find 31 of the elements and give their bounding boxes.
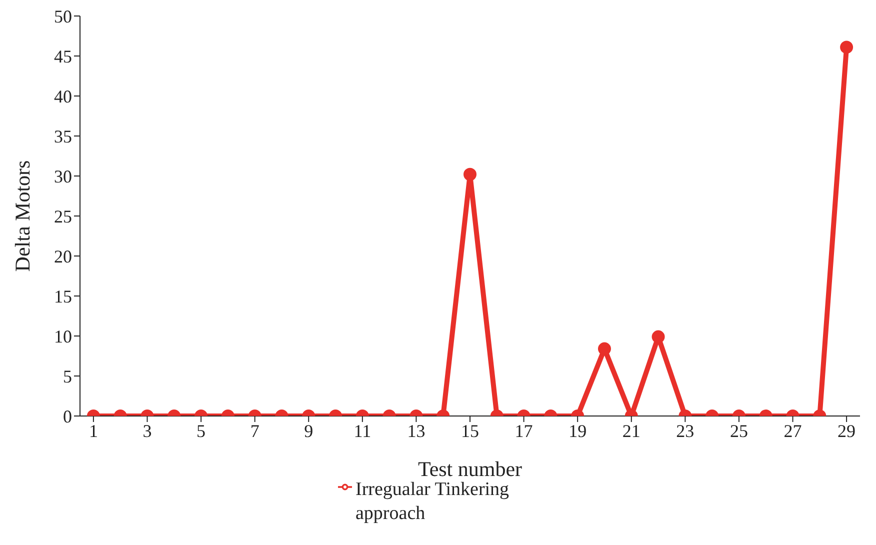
x-axis-title: Test number: [418, 457, 522, 481]
x-tick-label: 25: [730, 420, 748, 441]
y-tick-label: 20: [54, 246, 72, 266]
point: [464, 168, 476, 181]
y-tick-label: 10: [54, 326, 72, 346]
y-tick-label: 35: [54, 126, 72, 146]
x-tick-label: 1: [88, 420, 98, 441]
x-tick-label: 13: [407, 420, 426, 441]
x-tick-label: 17: [514, 420, 533, 441]
x-tick-label: 3: [142, 420, 152, 441]
y-tick-label: 40: [54, 86, 72, 106]
y-tick-label: 0: [63, 406, 72, 426]
x-tick-label: 5: [196, 420, 206, 441]
x-tick-label: 15: [461, 420, 479, 441]
y-tick-label: 30: [54, 166, 72, 186]
x-tick-label: 23: [676, 420, 694, 441]
y-tick-label: 5: [63, 366, 72, 386]
x-tick-label: 19: [568, 420, 587, 441]
y-tick-label: 45: [54, 46, 72, 66]
x-tick-label: 7: [250, 420, 260, 441]
y-tick-label: 15: [54, 286, 72, 306]
point: [840, 40, 854, 54]
x-tick-label: 9: [304, 420, 314, 441]
x-tick-label: 27: [784, 420, 802, 441]
y-tick-label: 25: [54, 206, 72, 226]
y-axis-title: Delta Motors: [10, 160, 34, 272]
x-tick-label: 11: [354, 420, 372, 441]
x-tick-label: 29: [838, 420, 856, 441]
y-tick-label: 50: [54, 6, 72, 26]
x-tick-label: 21: [622, 420, 640, 441]
legend-label: Irregualar Tinkering approach: [356, 478, 510, 526]
